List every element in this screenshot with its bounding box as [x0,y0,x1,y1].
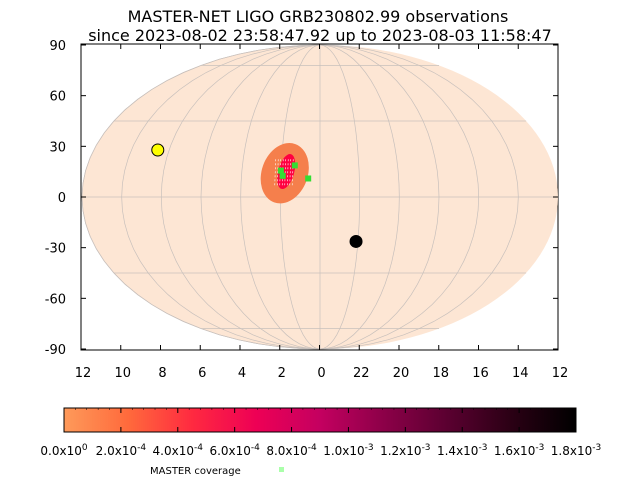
y-tick-label: 60 [49,90,66,105]
grid-meridian [319,44,480,350]
colorbar-tick-label: 2.0x10-4 [96,443,147,458]
coverage-point [277,167,284,174]
grid-meridian [319,44,519,350]
sun-marker [151,143,165,157]
grid-meridian [160,44,321,350]
grid-meridian [121,44,321,350]
x-tick-label: 18 [432,366,449,381]
legend-label: MASTER coverage [150,466,241,477]
colorbar-tick-label: 8.0x10-4 [266,443,317,458]
grid [81,44,558,350]
grid-meridian [319,44,440,350]
x-tick-label: 12 [552,366,569,381]
x-axis-ticks: 12 10 8 6 4 2 0 22 20 18 16 14 12 [75,44,569,381]
grid-meridian [319,44,361,350]
y-tick-label: 0 [58,191,66,206]
x-tick-label: 0 [317,366,325,381]
y-tick-label: -90 [45,343,66,358]
coverage-point [291,162,298,169]
grid-meridian [200,44,321,350]
colorbar-tick-label: 4.0x10-4 [153,443,204,458]
probability-hatch [286,159,289,186]
x-tick-label: 22 [353,366,370,381]
probability-hatch [284,159,287,186]
colorbar-tick-label: 0.0x100 [40,443,87,458]
colorbar-tick-label: 1.8x10-3 [551,443,601,458]
grid-meridian [240,44,321,350]
chart-title: MASTER-NET LIGO GRB230802.99 observation… [128,7,509,26]
colorbar-tick-label: 1.2x10-3 [380,443,430,458]
legend-marker [279,467,284,472]
moon-marker [349,234,363,248]
probability-hatch [289,159,292,186]
x-tick-label: 2 [278,366,286,381]
y-tick-label: 30 [49,140,66,155]
plot-area [80,43,559,351]
colorbar-tick-label: 6.0x10-4 [209,443,260,458]
y-tick-label: 90 [49,39,66,54]
x-tick-label: 16 [472,366,489,381]
chart-subtitle: since 2023-08-02 23:58:47.92 up to 2023-… [88,26,552,45]
x-tick-label: 8 [158,366,166,381]
x-tick-label: 20 [393,366,410,381]
x-tick-label: 14 [512,366,529,381]
legend: MASTER coverage [150,466,284,477]
colorbar-tick-label: 1.6x10-3 [494,443,544,458]
y-axis-ticks: 90 60 30 0 -30 -60 -90 [45,39,558,358]
x-tick-label: 10 [114,366,131,381]
grid-meridian [319,44,400,350]
coverage-point [279,172,286,179]
colorbar-tick-label: 1.4x10-3 [437,443,487,458]
colorbar-gradient [63,407,577,433]
coverage-points [277,162,312,182]
probability-inner [277,154,296,190]
y-tick-label: -30 [45,242,66,257]
colorbar-tick-label: 1.0x10-3 [323,443,373,458]
probability-hatch [274,159,277,186]
x-tick-label: 12 [75,366,92,381]
probability-hatch [276,159,279,186]
x-tick-label: 6 [198,366,206,381]
x-tick-label: 4 [238,366,246,381]
y-tick-label: -60 [45,292,66,307]
colorbar: 0.0x100 2.0x10-4 4.0x10-4 6.0x10-4 8.0x10-4 1… [40,407,601,458]
coverage-point [305,175,312,182]
colorbar-ticks: 0.0x100 2.0x10-4 4.0x10-4 6.0x10-4 8.0x10-4 1… [40,408,601,458]
